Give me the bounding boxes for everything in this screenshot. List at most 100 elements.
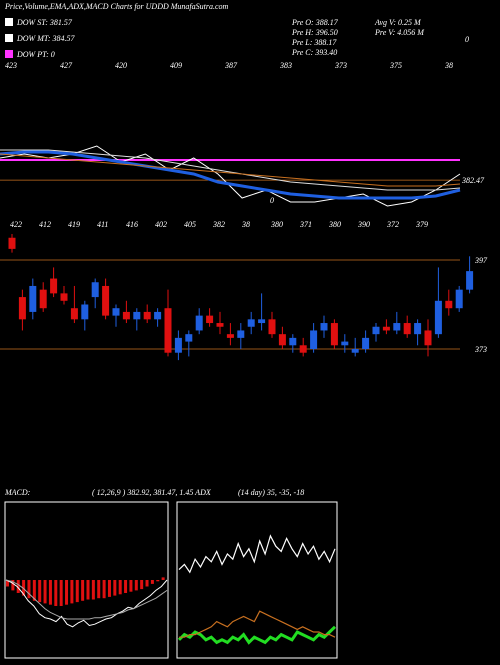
macd-bar (129, 580, 133, 592)
macd-bar (102, 580, 106, 599)
level-label: 397 (474, 256, 488, 265)
macd-bar (124, 580, 128, 593)
candle-body (247, 319, 255, 327)
line (0, 153, 461, 187)
macd-bar (81, 580, 85, 601)
macd-frame (4, 501, 169, 659)
macd-bar (161, 577, 165, 580)
macd-bar (150, 580, 154, 584)
lower-label: 411 (97, 220, 108, 229)
candle-body (278, 334, 286, 346)
macd-bar (86, 580, 90, 600)
lower-label: 372 (386, 220, 399, 229)
adx-frame (176, 501, 338, 659)
candle-body (206, 315, 214, 324)
legend-swatch (5, 18, 13, 26)
macd-bar (48, 580, 52, 605)
upper-label: 420 (115, 61, 127, 70)
candle-body (258, 319, 266, 324)
macd-bar (27, 580, 31, 599)
macd-bar (43, 580, 47, 604)
stat: Pre C: 393.40 (291, 48, 337, 57)
lower-label: 402 (155, 220, 167, 229)
candle-body (154, 311, 162, 320)
candle-body (268, 319, 276, 335)
macd-bar (65, 580, 69, 605)
macd-bar (156, 580, 160, 582)
candle-body (434, 300, 442, 335)
candle-body (320, 323, 328, 331)
stat: Pre L: 388.17 (291, 38, 337, 47)
macd-title: MACD: (4, 488, 31, 497)
legend-entry: DOW MT: 384.57 (16, 34, 76, 43)
candle-body (164, 308, 172, 353)
candle-body (39, 289, 47, 309)
candle-body (237, 330, 245, 338)
macd-bar (118, 580, 122, 595)
stat: Avg V: 0.25 M (374, 18, 422, 27)
upper-label: 383 (279, 61, 292, 70)
candle-body (50, 278, 58, 294)
level-label: 382.47 (461, 176, 485, 185)
macd-bar (70, 580, 74, 604)
line (177, 625, 337, 645)
stat: Pre H: 396.50 (291, 28, 338, 37)
chart-title: Price,Volume,EMA,ADX,MACD Charts for UDD… (4, 2, 229, 11)
legend-entry: DOW PT: 0 (16, 50, 55, 59)
upper-label: 375 (389, 61, 402, 70)
upper-label: 373 (334, 61, 347, 70)
candle-body (81, 304, 89, 320)
lower-label: 416 (126, 220, 138, 229)
candle-body (362, 337, 370, 349)
candle-body (143, 311, 151, 320)
stat: Pre O: 388.17 (291, 18, 339, 27)
adx-title: (14 day) 35, -35, -18 (238, 488, 304, 497)
macd-bar (54, 580, 58, 606)
macd-bar (11, 580, 15, 591)
candle-body (351, 349, 359, 353)
macd-bar (97, 580, 101, 599)
candle-body (216, 323, 224, 327)
lower-label: 380 (328, 220, 341, 229)
macd-bar (59, 580, 63, 606)
lower-label: 405 (184, 220, 196, 229)
candle-body (341, 341, 349, 346)
lower-label: 390 (357, 220, 370, 229)
candle-body (91, 282, 99, 298)
candle-body (466, 271, 474, 290)
macd-bar (16, 580, 20, 593)
candle-body (289, 337, 297, 346)
line (0, 150, 461, 200)
candle-body (122, 311, 130, 320)
macd-bar (113, 580, 117, 596)
candle-body (445, 300, 453, 309)
lower-label: 422 (10, 220, 22, 229)
macd-bar (32, 580, 36, 601)
lower-label: 419 (68, 220, 80, 229)
candle-body (382, 326, 390, 331)
upper-label: 409 (170, 61, 182, 70)
macd-bar (145, 580, 149, 587)
line (178, 534, 336, 574)
candle-body (299, 345, 307, 353)
macd-bar (91, 580, 95, 600)
candle-body (8, 237, 16, 249)
line (5, 579, 168, 628)
candle-body (174, 337, 182, 353)
candle-body (60, 293, 68, 301)
upper-label: 427 (60, 61, 73, 70)
candle-body (195, 315, 203, 331)
line (5, 579, 168, 620)
candle-body (424, 330, 432, 346)
lower-label: 412 (39, 220, 51, 229)
macd-bar (75, 580, 79, 603)
candle-body (112, 308, 120, 316)
level-label: 373 (474, 345, 487, 354)
line (179, 610, 336, 638)
macd-bar (22, 580, 26, 596)
candle-body (393, 323, 401, 331)
candle-body (330, 323, 338, 346)
macd-bar (38, 580, 42, 603)
upper-label: 423 (5, 61, 17, 70)
candle-body (102, 285, 110, 316)
